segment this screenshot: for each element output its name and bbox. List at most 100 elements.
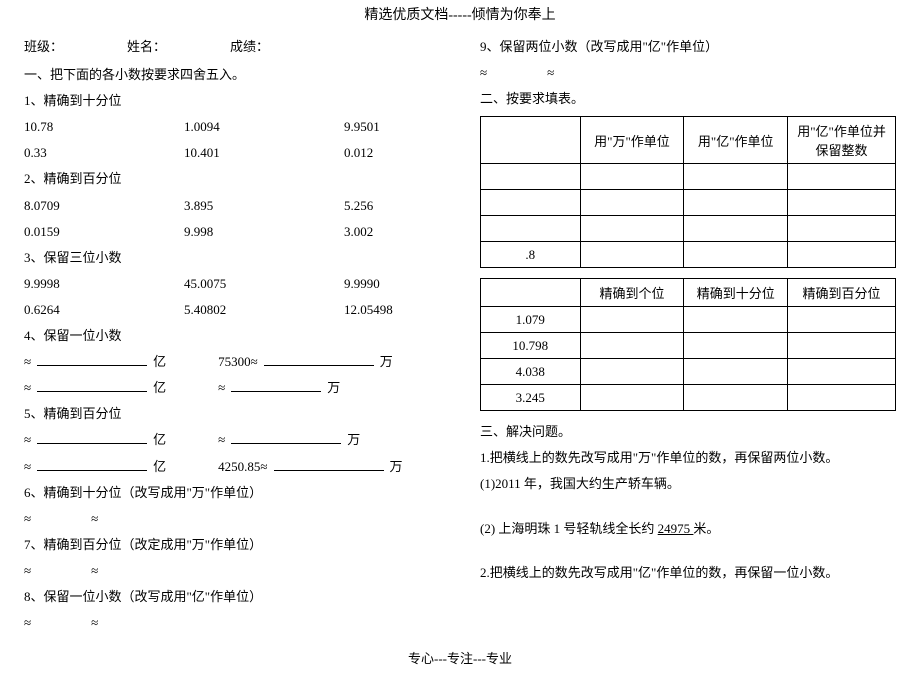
q3-1-2c: 米。 (693, 521, 719, 536)
unit-yi: 亿 (153, 351, 166, 373)
num: 0.33 (24, 142, 184, 164)
blank (37, 353, 147, 366)
cell (788, 242, 896, 268)
t2-h1: 精确到个位 (580, 279, 684, 307)
num-row: 9.9998 45.0075 9.9990 (24, 273, 440, 295)
cell (684, 216, 788, 242)
q1-7: 7、精确到百分位（改定成用"万"作单位） (24, 534, 440, 556)
table-1: 用"万"作单位 用"亿"作单位 用"亿"作单位并保留整数 .8 (480, 116, 896, 268)
cell (580, 164, 684, 190)
cell (580, 190, 684, 216)
cell (481, 164, 581, 190)
t2-h3: 精确到百分位 (788, 279, 896, 307)
cell (788, 216, 896, 242)
approx-pair: ≈ ≈ (24, 560, 440, 582)
cell (481, 216, 581, 242)
q1-9: 9、保留两位小数（改写成用"亿"作单位） (480, 36, 896, 58)
num: 5.256 (344, 195, 440, 217)
t2-r1: 10.798 (481, 333, 581, 359)
label-name: 姓名： (127, 36, 166, 58)
header-title: 精选优质文档-----倾情为你奉上 (24, 4, 896, 24)
approx-row: ≈ 亿 ≈ 万 (24, 377, 440, 399)
t1-h1: 用"万"作单位 (580, 117, 684, 164)
unit-wan: 万 (347, 429, 360, 451)
unit-yi: 亿 (153, 429, 166, 451)
cell (580, 216, 684, 242)
label-score: 成绩： (230, 36, 269, 58)
approx-sym: ≈ (480, 62, 487, 84)
cell (788, 359, 896, 385)
mid-4250: 4250.85≈ (218, 456, 267, 478)
approx-sym: ≈ (24, 612, 31, 634)
num: 3.002 (344, 221, 440, 243)
approx-pair: ≈ ≈ (24, 508, 440, 530)
q1-5: 5、精确到百分位 (24, 403, 440, 425)
blank (37, 379, 147, 392)
t2-r3: 3.245 (481, 385, 581, 411)
left-column: 班级： 姓名： 成绩： 一、把下面的各小数按要求四舍五入。 1、精确到十分位 1… (24, 32, 440, 638)
info-row: 班级： 姓名： 成绩： (24, 36, 440, 58)
num: 1.0094 (184, 116, 344, 138)
cell (580, 385, 684, 411)
num: 12.05498 (344, 299, 440, 321)
cell (684, 190, 788, 216)
t2-h2: 精确到十分位 (684, 279, 788, 307)
num-row: 0.6264 5.40802 12.05498 (24, 299, 440, 321)
blank (231, 431, 341, 444)
num: 9.9998 (24, 273, 184, 295)
label-class: 班级： (24, 36, 63, 58)
approx-row: ≈ 亿 75300≈ 万 (24, 351, 440, 373)
cell (684, 385, 788, 411)
approx-sym: ≈ (24, 377, 31, 399)
unit-yi: 亿 (153, 456, 166, 478)
t2-r2: 4.038 (481, 359, 581, 385)
num: 9.998 (184, 221, 344, 243)
approx-sym: ≈ (218, 377, 225, 399)
num: 10.401 (184, 142, 344, 164)
num: 5.40802 (184, 299, 344, 321)
unit-wan: 万 (380, 351, 393, 373)
blank (274, 458, 384, 471)
q3-1-2a: (2) 上海明珠 1 号轻轨线全长约 (480, 521, 658, 536)
cell (684, 164, 788, 190)
q3-1: 1.把横线上的数先改写成用"万"作单位的数，再保留两位小数。 (480, 447, 896, 469)
approx-sym: ≈ (91, 508, 98, 530)
unit-wan: 万 (327, 377, 340, 399)
unit-yi: 亿 (153, 377, 166, 399)
cell (481, 190, 581, 216)
t2-h0 (481, 279, 581, 307)
cell (580, 333, 684, 359)
blank (264, 353, 374, 366)
approx-sym: ≈ (24, 351, 31, 373)
approx-sym: ≈ (91, 612, 98, 634)
approx-row: ≈ 亿 4250.85≈ 万 (24, 456, 440, 478)
cell (788, 385, 896, 411)
t2-r0: 1.079 (481, 307, 581, 333)
t1-h3: 用"亿"作单位并保留整数 (788, 117, 896, 164)
t1-h0 (481, 117, 581, 164)
spacer (480, 544, 896, 558)
q3-1-2: (2) 上海明珠 1 号轻轨线全长约 24975 米。 (480, 518, 896, 540)
footer-title: 专心---专注---专业 (24, 648, 896, 667)
approx-sym: ≈ (24, 560, 31, 582)
t1-h2: 用"亿"作单位 (684, 117, 788, 164)
q1-8: 8、保留一位小数（改写成用"亿"作单位） (24, 586, 440, 608)
approx-sym: ≈ (24, 508, 31, 530)
cell (580, 307, 684, 333)
q3-2: 2.把横线上的数先改写成用"亿"作单位的数，再保留一位小数。 (480, 562, 896, 584)
approx-pair: ≈ ≈ (480, 62, 896, 84)
cell (684, 333, 788, 359)
q3-1-1: (1)2011 年，我国大约生产轿车辆。 (480, 473, 896, 495)
section-3-title: 三、解决问题。 (480, 421, 896, 443)
num-row: 0.33 10.401 0.012 (24, 142, 440, 164)
num-row: 0.0159 9.998 3.002 (24, 221, 440, 243)
cell (684, 242, 788, 268)
cell (788, 307, 896, 333)
blank (37, 458, 147, 471)
approx-pair: ≈ ≈ (24, 612, 440, 634)
num: 0.012 (344, 142, 440, 164)
cell (580, 242, 684, 268)
cell (788, 333, 896, 359)
q3-1-2b: 24975 (658, 521, 694, 536)
unit-wan: 万 (390, 456, 403, 478)
